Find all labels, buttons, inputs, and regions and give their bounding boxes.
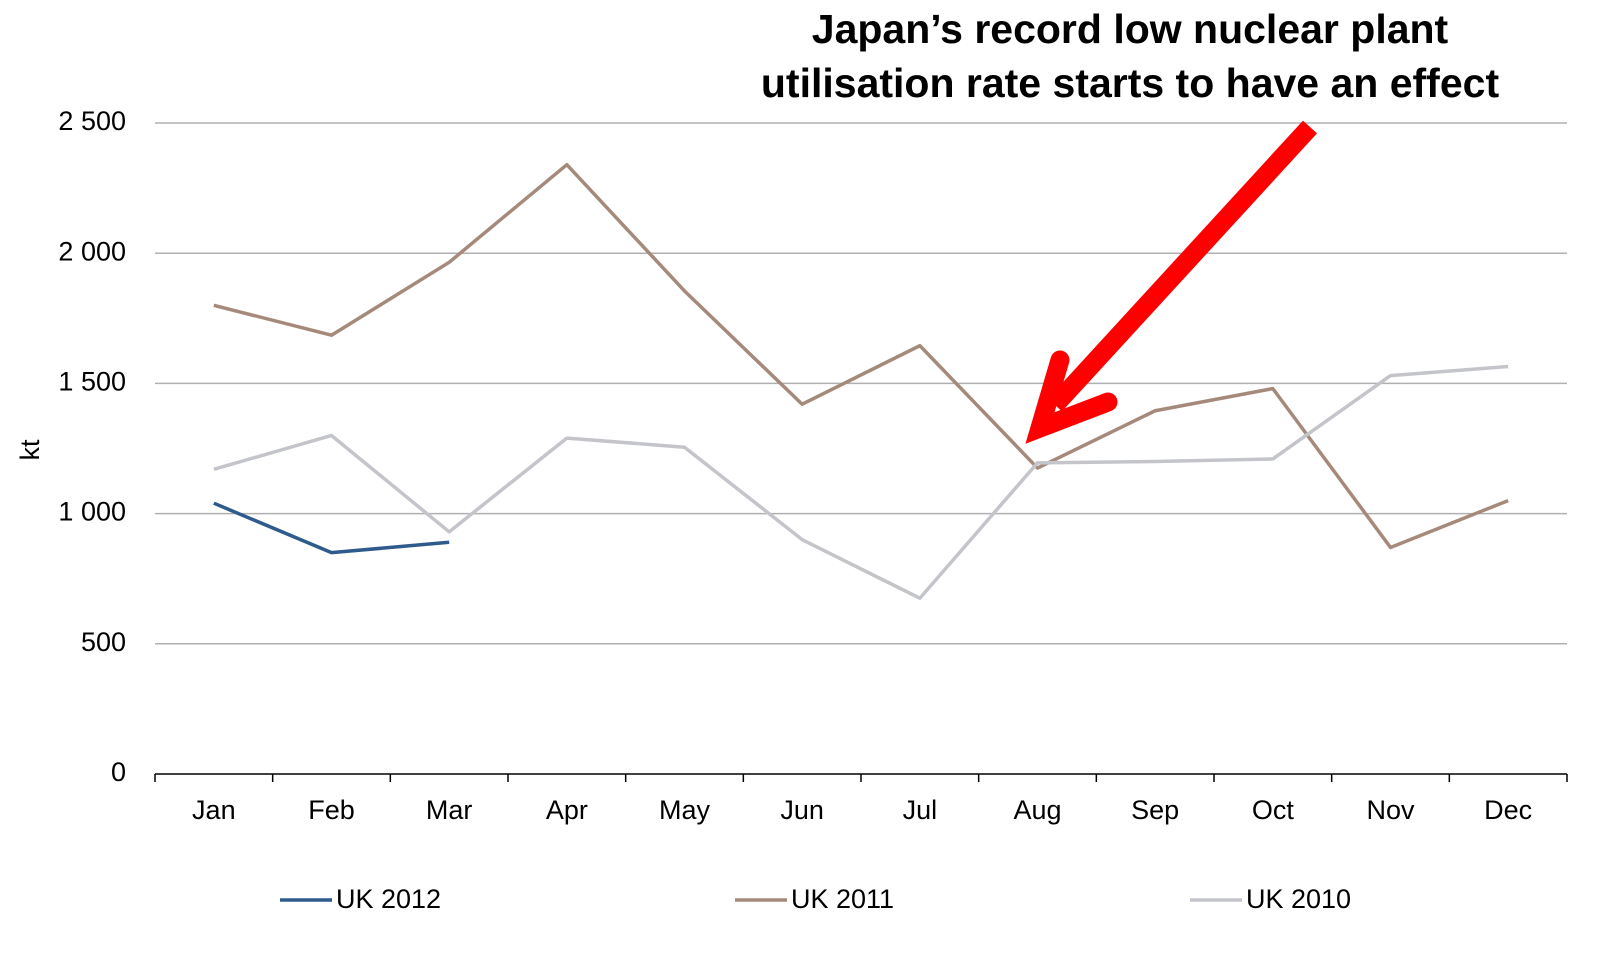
annotation: utilisation rate starts to have an effec… xyxy=(761,60,1500,106)
x-tick-label: Jun xyxy=(780,795,824,825)
x-tick-label: Mar xyxy=(426,795,473,825)
x-tick-label: Jul xyxy=(903,795,938,825)
annotation-arrow xyxy=(1025,120,1318,444)
y-tick-label: 2 000 xyxy=(58,236,126,266)
legend-label: UK 2010 xyxy=(1246,884,1351,914)
annotation: Japan’s record low nuclear plant xyxy=(812,6,1449,52)
x-tick-label: May xyxy=(659,795,711,825)
x-tick-label: Feb xyxy=(308,795,355,825)
legend-label: UK 2012 xyxy=(336,884,441,914)
y-tick-label: 500 xyxy=(81,627,126,657)
x-tick-label: Sep xyxy=(1131,795,1179,825)
plot xyxy=(213,162,1509,600)
x-tick-label: Nov xyxy=(1366,795,1415,825)
series-line xyxy=(213,364,1509,600)
y-axis-label: kt xyxy=(15,439,45,461)
legend-label: UK 2011 xyxy=(791,884,894,914)
x-tick-label: Aug xyxy=(1013,795,1061,825)
series-line xyxy=(213,162,1509,550)
y-tick-label: 1 000 xyxy=(58,497,126,527)
x-tick-label: Oct xyxy=(1252,795,1295,825)
x-tick-label: Jan xyxy=(192,795,236,825)
x-tick-label: Apr xyxy=(546,795,588,825)
arrow-head xyxy=(1025,350,1118,444)
arrow-shaft xyxy=(1047,120,1318,412)
y-tick-label: 1 500 xyxy=(58,367,126,397)
y-tick-label: 0 xyxy=(111,757,126,787)
series-line xyxy=(213,501,450,555)
x-tick-label: Dec xyxy=(1484,795,1532,825)
y-tick-label: 2 500 xyxy=(58,106,126,136)
grid xyxy=(154,122,1568,782)
